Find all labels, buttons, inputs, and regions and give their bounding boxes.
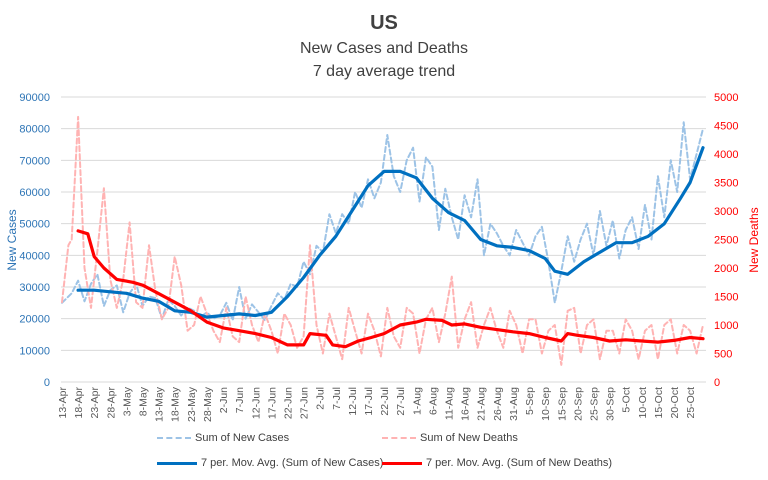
x-tick-label: 5-Sep [524, 387, 536, 415]
x-tick-label: 15-Oct [653, 387, 665, 419]
deaths-raw-line [61, 115, 704, 366]
y-tick-label: 40000 [19, 250, 50, 262]
y-axis-title: New Cases [5, 209, 19, 270]
x-tick-label: 21-Aug [476, 387, 488, 421]
y-tick-label: 80000 [19, 124, 50, 136]
legend-item-cases-ma: 7 per. Mov. Avg. (Sum of New Cases) [157, 457, 383, 469]
y2-tick-label: 2500 [714, 235, 738, 247]
x-tick-label: 12-Jun [250, 387, 262, 419]
right-axis-ticks: 0 500 1000 1500 2000 2500 3000 3500 4000 4500 5000 [714, 92, 738, 389]
y2-tick-label: 1500 [714, 292, 738, 304]
x-tick-label: 18-Apr [73, 386, 85, 418]
x-tick-label: 20-Oct [669, 387, 681, 419]
x-tick-label: 22-Jul [379, 387, 391, 416]
x-tick-label: 10-Oct [637, 387, 649, 419]
y2-tick-label: 2000 [714, 263, 738, 275]
y2-tick-label: 4500 [714, 121, 738, 133]
y2-tick-label: 4000 [714, 149, 738, 161]
y-tick-label: 70000 [19, 155, 50, 167]
x-tick-label: 8-May [138, 386, 150, 416]
x-tick-label: 25-Sep [588, 387, 600, 421]
series-lines [61, 115, 705, 366]
y-tick-label: 60000 [19, 187, 50, 199]
x-tick-label: 28-Apr [105, 386, 117, 418]
y-tick-label: 20000 [19, 314, 50, 326]
x-tick-label: 16-Aug [460, 387, 472, 421]
x-tick-label: 7-Jul [331, 387, 343, 410]
x-tick-label: 17-Jul [363, 387, 375, 416]
y-tick-label: 30000 [19, 282, 50, 294]
legend-label-deaths-ma: 7 per. Mov. Avg. (Sum of New Deaths) [426, 457, 613, 469]
cases-raw-line [61, 121, 704, 322]
x-tick-label: 1-Aug [411, 387, 423, 415]
x-tick-label: 30-Sep [605, 387, 617, 421]
x-tick-label: 18-May [170, 386, 182, 422]
left-axis-ticks: 0 10000 20000 30000 40000 50000 60000 70000 8000… [19, 92, 50, 389]
y2-tick-label: 500 [714, 349, 732, 361]
x-tick-label: 6-Aug [427, 387, 439, 415]
x-tick-label: 31-Aug [508, 387, 520, 421]
x-tick-label: 7-Jun [234, 387, 246, 413]
x-tick-label: 2-Jun [218, 387, 230, 413]
y2-tick-label: 3500 [714, 178, 738, 190]
x-tick-label: 22-Jun [282, 387, 294, 419]
legend-item-deaths-ma: 7 per. Mov. Avg. (Sum of New Deaths) [382, 457, 612, 469]
y-tick-label: 10000 [19, 345, 50, 357]
x-tick-label: 10-Sep [540, 387, 552, 421]
legend-label-cases-ma: 7 per. Mov. Avg. (Sum of New Cases) [201, 457, 384, 469]
y2-tick-label: 3000 [714, 206, 738, 218]
chart-title: US [370, 12, 398, 34]
x-tick-label: 17-Jun [266, 387, 278, 419]
legend-item-deaths: Sum of New Deaths [382, 432, 518, 444]
x-tick-label: 25-Oct [685, 387, 697, 419]
x-tick-label: 13-May [154, 386, 166, 422]
x-tick-label: 12-Jul [347, 387, 359, 416]
y2-tick-label: 0 [714, 377, 720, 389]
legend-swatch-deaths-ma [382, 461, 422, 465]
chart-subtitle-2: 7 day average trend [312, 63, 456, 80]
y-tick-label: 50000 [19, 219, 50, 231]
x-tick-label: 13-Apr [57, 386, 69, 418]
legend-swatch-deaths [382, 437, 416, 439]
y2-axis-title: New Deaths [747, 207, 761, 272]
legend-label-cases: Sum of New Cases [195, 432, 290, 444]
x-tick-label: 28-May [202, 386, 214, 422]
chart-subtitle-1: New Cases and Deaths [299, 40, 469, 57]
legend-swatch-cases-ma [157, 461, 197, 465]
x-axis-ticks: 13-Apr 18-Apr 23-Apr 28-Apr 3-May 8-May 13-May… [57, 386, 697, 422]
x-tick-label: 26-Aug [492, 387, 504, 421]
x-tick-label: 27-Jul [395, 387, 407, 416]
y2-tick-label: 1000 [714, 320, 738, 332]
deaths-ma-line [76, 229, 705, 349]
cases-ma-line [76, 146, 705, 319]
x-tick-label: 3-May [121, 386, 133, 416]
x-tick-label: 5-Oct [621, 387, 633, 413]
x-tick-label: 27-Jun [299, 387, 311, 419]
x-tick-label: 23-Apr [89, 386, 101, 418]
x-tick-label: 2-Jul [315, 387, 327, 410]
y-tick-label: 90000 [19, 92, 50, 104]
x-tick-label: 11-Aug [444, 387, 456, 420]
x-tick-label: 20-Sep [572, 387, 584, 421]
x-tick-label: 15-Sep [556, 387, 568, 421]
x-tick-label: 23-May [186, 386, 198, 422]
y2-tick-label: 5000 [714, 92, 738, 104]
legend-item-cases: Sum of New Cases [157, 432, 289, 444]
legend-label-deaths: Sum of New Deaths [420, 432, 518, 444]
y-tick-label: 0 [44, 377, 50, 389]
legend-swatch-cases [157, 437, 191, 439]
